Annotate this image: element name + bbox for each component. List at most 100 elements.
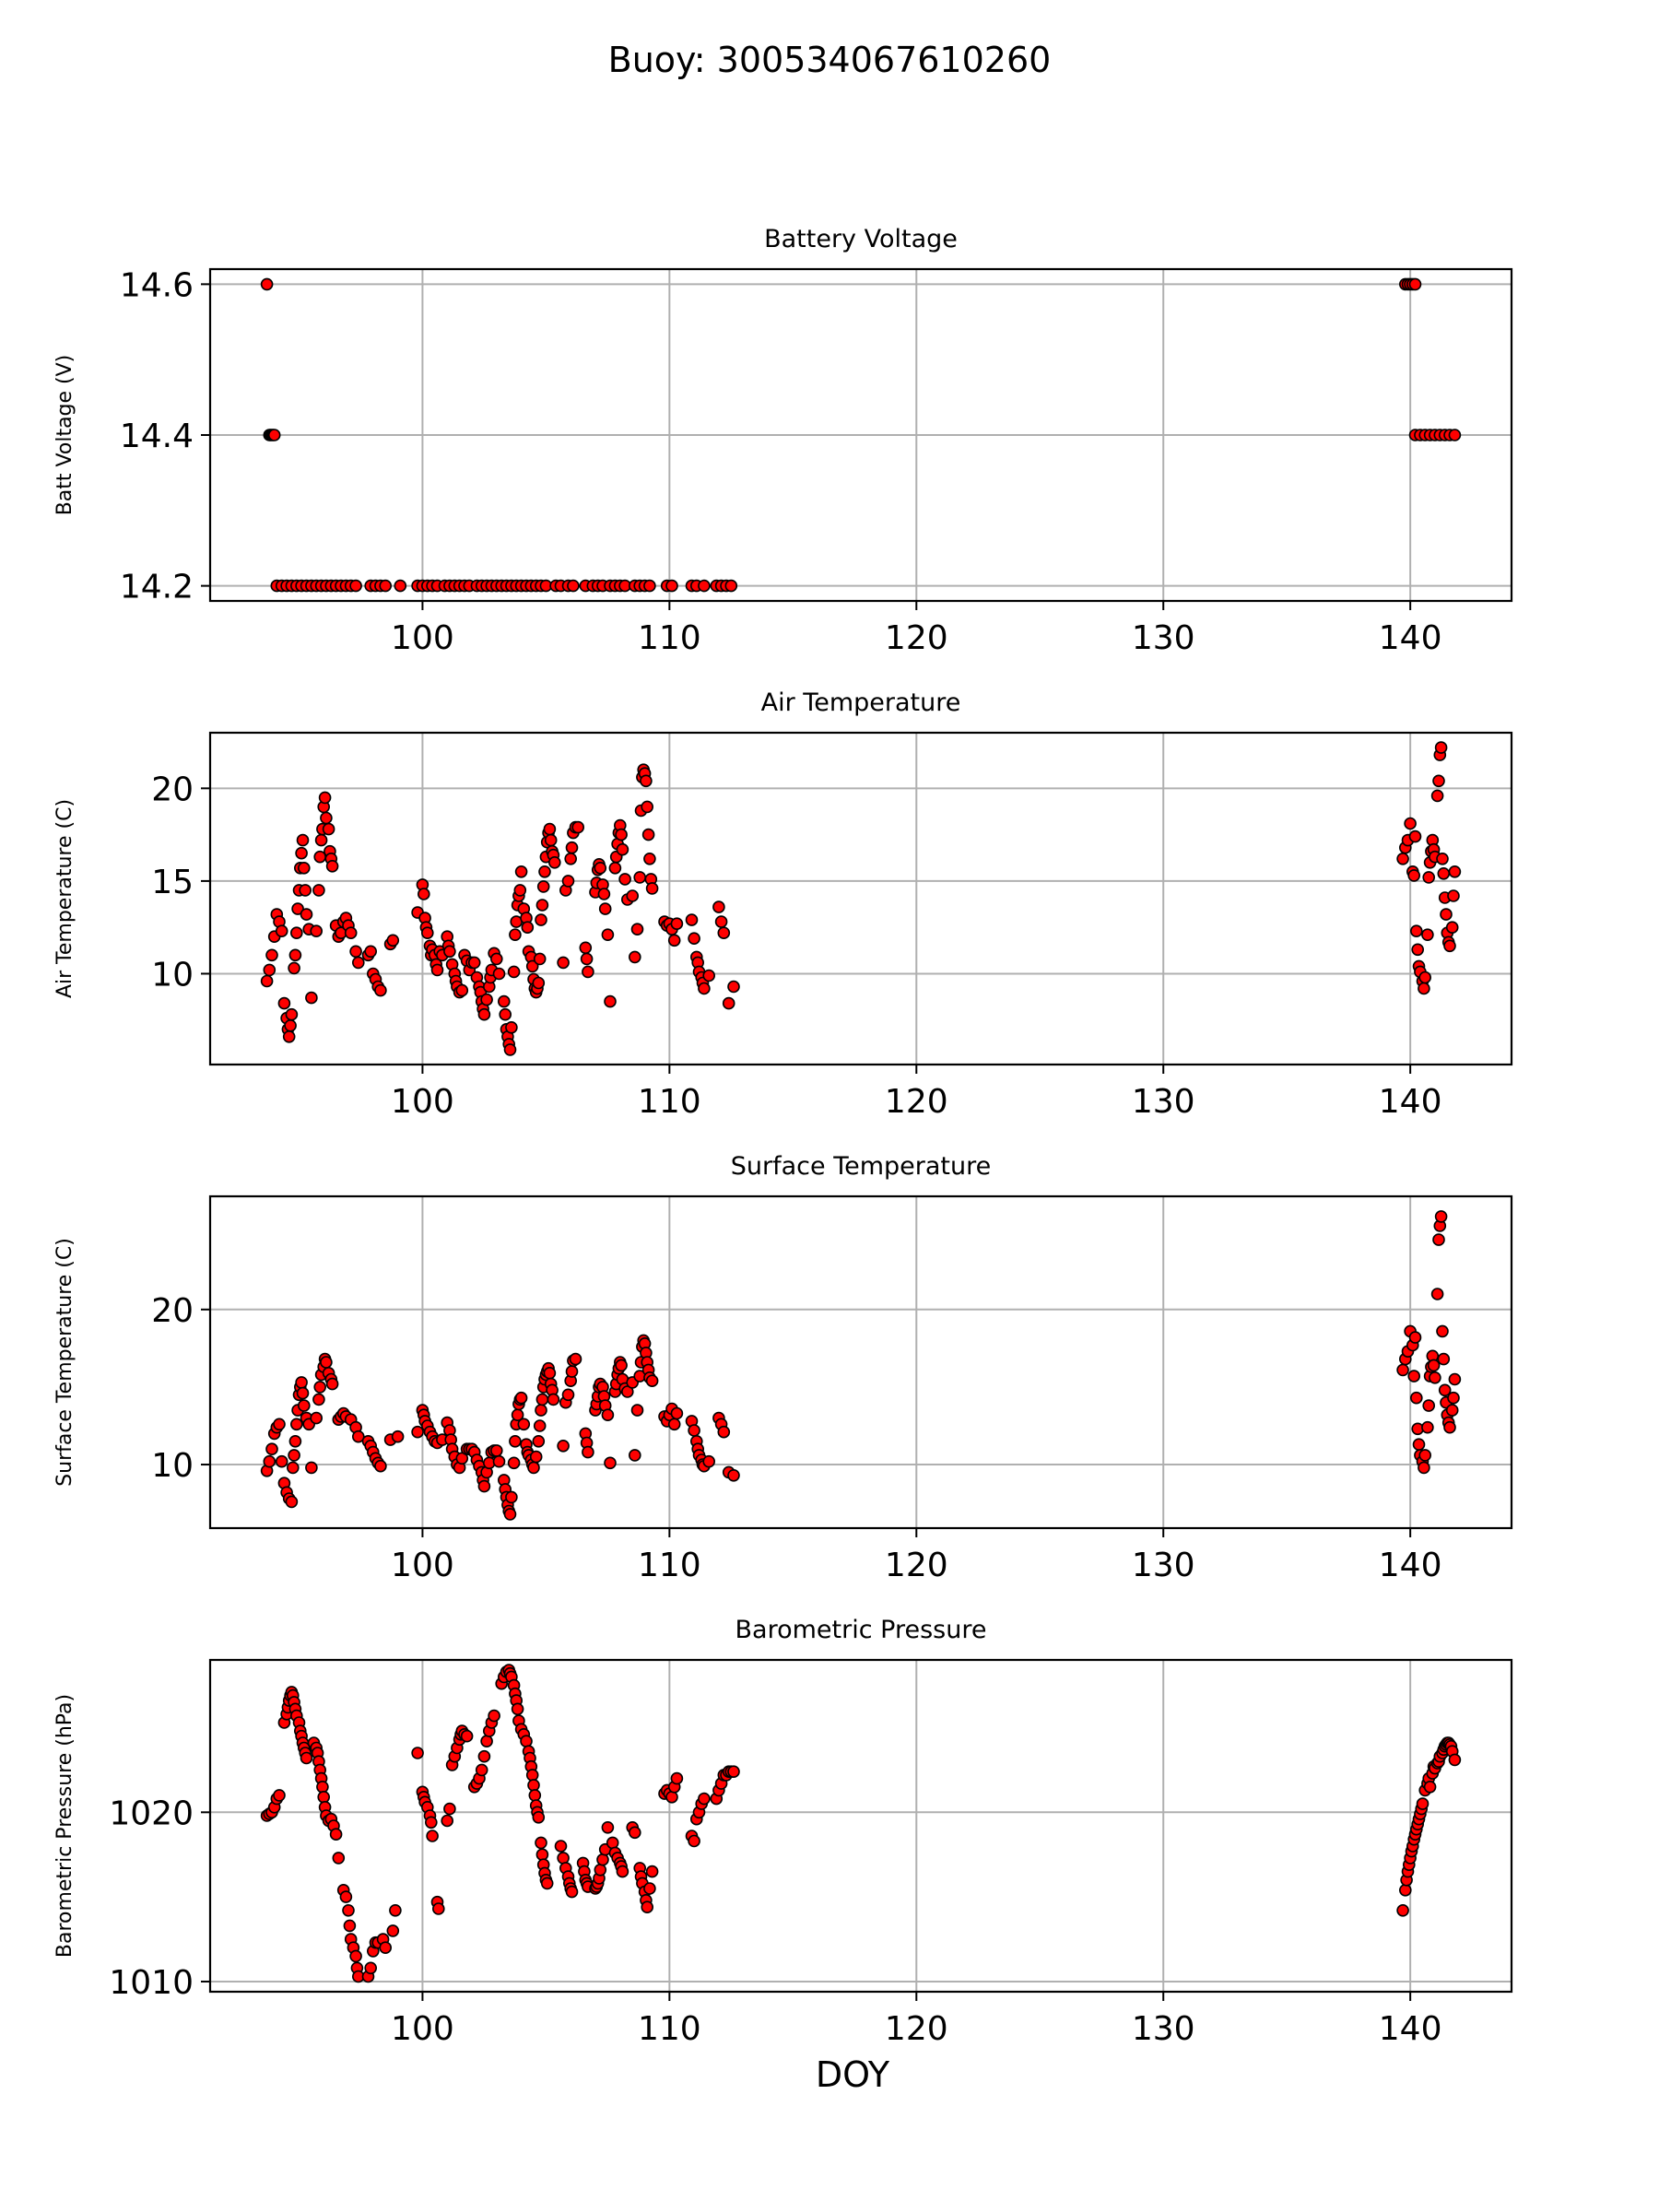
data-point — [1437, 866, 1451, 880]
data-point — [488, 1709, 500, 1723]
data-point — [520, 1735, 533, 1747]
data-point — [305, 1461, 318, 1475]
data-point — [312, 884, 325, 897]
data-point — [601, 1408, 615, 1421]
data-point — [640, 774, 653, 788]
data-point — [1416, 1797, 1430, 1810]
data-point — [277, 996, 291, 1010]
data-point — [626, 889, 640, 902]
data-point — [630, 923, 644, 936]
data-point — [698, 1792, 711, 1806]
x-tick-label: 140 — [1379, 1547, 1442, 1584]
data-point — [1427, 1359, 1441, 1372]
x-tick-label: 100 — [391, 2010, 454, 2048]
data-point — [554, 1840, 568, 1853]
data-point — [521, 921, 535, 935]
data-point — [536, 880, 550, 893]
data-point — [285, 1495, 299, 1509]
y-tick-label: 14.6 — [120, 266, 194, 304]
data-point — [645, 1374, 659, 1387]
data-point — [288, 961, 300, 975]
data-point — [535, 1848, 549, 1861]
x-tick-label: 120 — [885, 2010, 948, 2048]
data-point — [628, 950, 641, 964]
data-point — [424, 1816, 438, 1830]
data-point — [499, 1007, 512, 1021]
y-tick-label: 10 — [151, 1447, 194, 1485]
data-point — [727, 1765, 740, 1778]
data-point — [391, 1430, 405, 1443]
data-point — [460, 1729, 474, 1743]
data-point — [343, 1919, 357, 1933]
panel-title: Air Temperature — [761, 688, 961, 717]
data-point — [543, 1367, 557, 1380]
data-point — [297, 861, 311, 875]
data-point — [540, 1877, 554, 1890]
data-point — [643, 1882, 656, 1895]
data-point — [571, 820, 585, 834]
data-point — [492, 967, 506, 981]
data-point — [300, 908, 313, 921]
data-point — [616, 842, 629, 856]
x-tick-label: 110 — [638, 2010, 701, 2048]
data-point — [1404, 817, 1417, 830]
data-point — [329, 1828, 343, 1841]
data-point — [514, 865, 528, 878]
data-point — [320, 1356, 333, 1369]
x-tick-label: 130 — [1132, 619, 1195, 657]
data-point — [601, 928, 615, 942]
data-point — [291, 902, 304, 915]
data-point — [535, 1404, 547, 1417]
data-point — [688, 1834, 700, 1848]
data-point — [507, 1456, 521, 1470]
data-point — [561, 875, 575, 888]
data-point — [535, 1836, 547, 1850]
data-point — [296, 1386, 310, 1400]
data-point — [1423, 1781, 1437, 1794]
x-tick-label: 130 — [1132, 1547, 1195, 1584]
data-point — [1421, 928, 1434, 942]
data-point — [285, 1007, 299, 1021]
data-point — [615, 828, 628, 841]
data-point — [630, 1404, 644, 1417]
plot-frame — [208, 1194, 1513, 1530]
data-point — [532, 976, 546, 990]
data-point — [628, 1826, 641, 1840]
data-point — [1448, 865, 1462, 878]
x-tick-label: 130 — [1132, 1083, 1195, 1121]
data-point — [344, 926, 358, 940]
data-point — [1396, 852, 1409, 865]
data-point — [1429, 1371, 1441, 1384]
data-point — [565, 1365, 579, 1378]
x-tick-label: 120 — [885, 1547, 948, 1584]
data-point — [1440, 908, 1453, 921]
data-point — [702, 1454, 716, 1468]
data-point — [443, 1802, 456, 1816]
data-point — [374, 983, 387, 997]
data-point — [1447, 889, 1460, 902]
data-point — [547, 855, 561, 869]
data-point — [532, 1435, 546, 1448]
y-tick-label: 20 — [151, 771, 194, 808]
data-point — [467, 956, 481, 970]
data-point — [420, 926, 434, 940]
data-point — [316, 1781, 329, 1794]
data-point — [492, 1454, 506, 1468]
x-tick-label: 100 — [391, 1083, 454, 1121]
data-point — [1408, 830, 1422, 843]
data-point — [339, 1890, 353, 1903]
y-axis-label: Surface Temperature (C) — [53, 1238, 76, 1487]
data-point — [477, 1479, 491, 1493]
data-point — [1443, 939, 1456, 953]
data-point — [608, 861, 622, 875]
data-point — [275, 1454, 288, 1468]
data-point — [615, 1359, 628, 1372]
y-axis-label: Batt Voltage (V) — [53, 355, 76, 516]
panel-title: Barometric Pressure — [735, 1616, 987, 1644]
data-point — [604, 1456, 617, 1470]
data-point — [1407, 1370, 1420, 1382]
data-point — [547, 1393, 560, 1406]
data-point — [318, 791, 332, 805]
data-point — [594, 1864, 607, 1877]
